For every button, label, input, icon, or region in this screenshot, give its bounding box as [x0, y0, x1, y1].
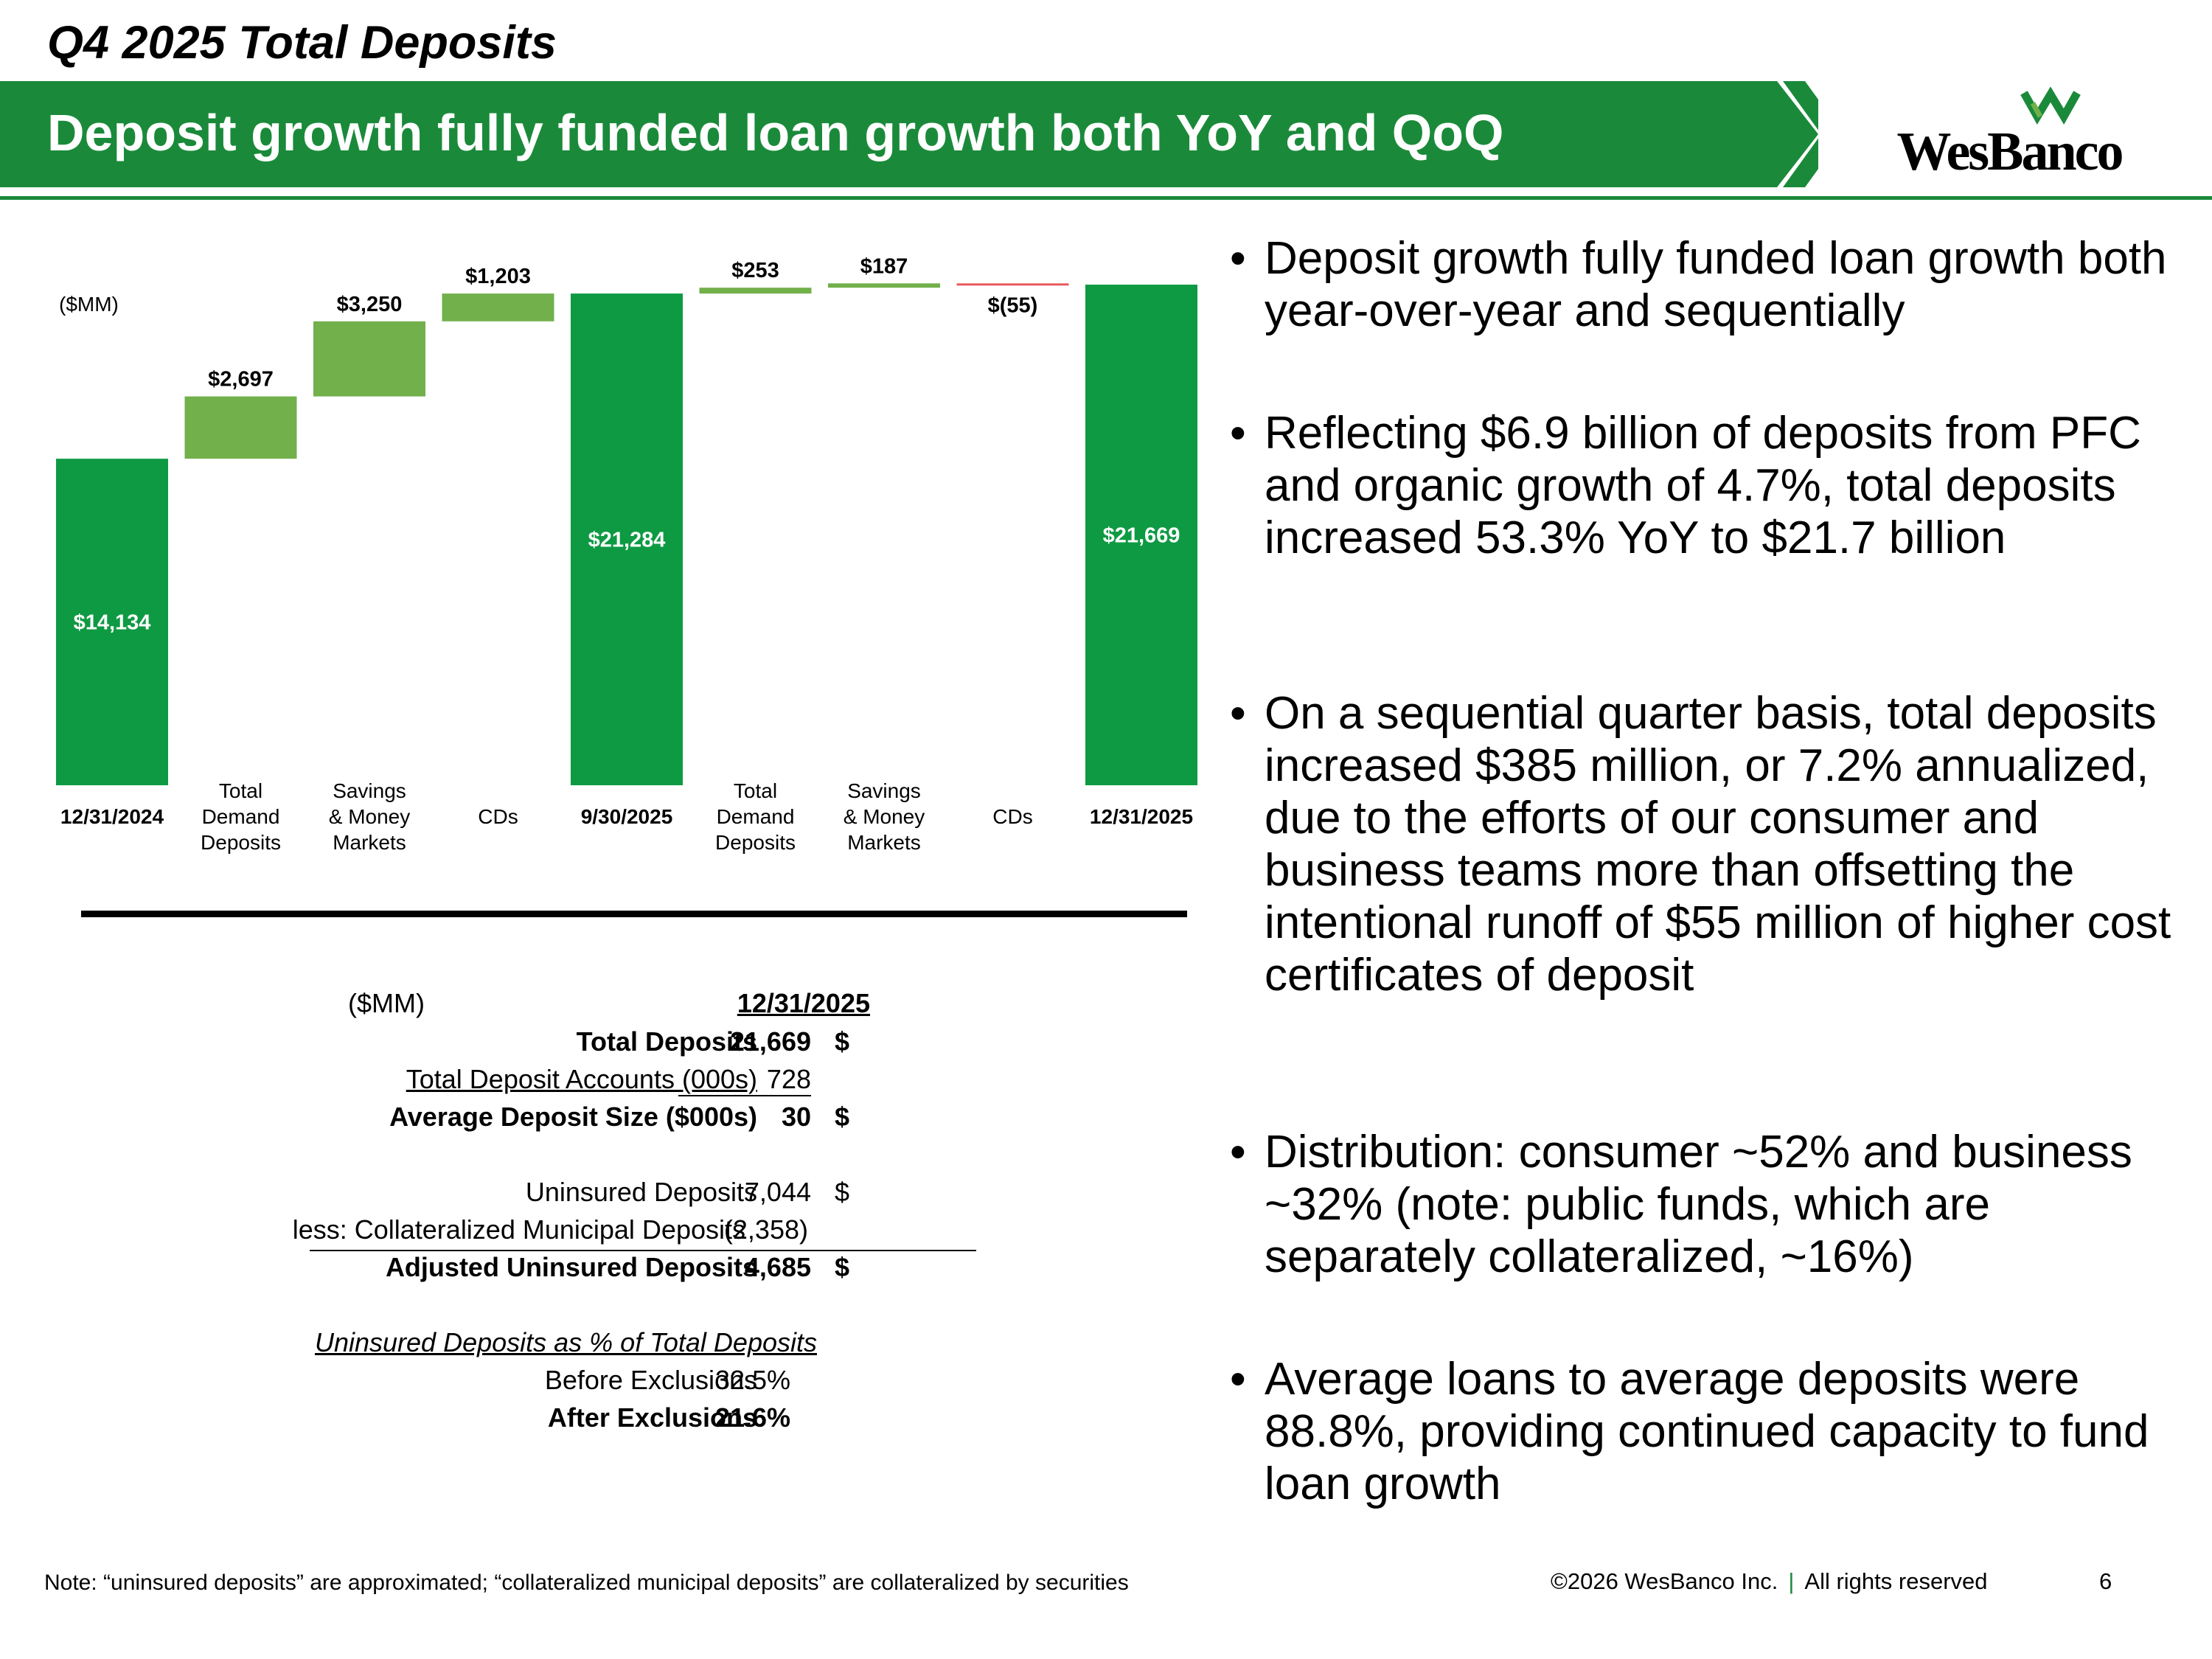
category-label-4: CDs — [478, 805, 518, 828]
bar-7 — [828, 283, 940, 288]
value-label-4: $1,203 — [465, 265, 531, 288]
row-uninsured-deposits: Uninsured Deposits $ 7,044 — [525, 1177, 850, 1207]
category-label-5: 9/30/2025 — [581, 805, 673, 828]
value-label-7: $187 — [860, 254, 908, 278]
table-unit: ($MM) — [348, 988, 425, 1018]
value-label-9: $21,669 — [1103, 524, 1180, 548]
category-label-6: Total — [734, 779, 777, 802]
value-label-1: $14,134 — [74, 611, 151, 635]
bar-9 — [1085, 285, 1197, 786]
row-before-exclusions: Before Exclusions 32.5% — [544, 1365, 790, 1395]
table-date-header: 12/31/2025 — [737, 988, 870, 1018]
bar-2 — [184, 396, 297, 459]
category-label-3: & Money — [329, 805, 411, 828]
category-label-7: Savings — [847, 779, 921, 802]
value-label-2: $2,697 — [208, 368, 274, 392]
deposit-waterfall-chart: ($MM) $14,134 12/31/2024 $2,697 Total Demand… — [56, 254, 1197, 854]
chart-unit-label: ($MM) — [59, 293, 119, 316]
row-adjusted-uninsured: Adjusted Uninsured Deposits $ 4,685 — [385, 1252, 850, 1282]
bar-8 — [956, 283, 1069, 286]
logo-wordmark: WesBanco — [1897, 122, 2123, 182]
section-divider — [81, 911, 1187, 917]
category-label-2: Deposits — [201, 831, 281, 854]
category-label-1: 12/31/2024 — [60, 805, 164, 828]
row-after-exclusions: After Exclusions 21.6% — [547, 1402, 790, 1433]
category-label-2: Total — [219, 779, 262, 802]
row-total-deposits: Total Deposits $ 21,669 — [576, 1026, 850, 1057]
wesbanco-logo: WesBanco — [1877, 86, 2142, 183]
title-band — [0, 81, 1818, 187]
row-average-deposit-size: Average Deposit Size ($000s) $ 30 — [389, 1102, 850, 1132]
bar-1 — [56, 459, 168, 785]
category-label-3: Markets — [333, 831, 406, 854]
footnote: Note: “uninsured deposits” are approxima… — [44, 1571, 1129, 1595]
category-label-8: CDs — [992, 805, 1032, 828]
bar-4 — [442, 293, 554, 321]
bar-3 — [313, 321, 425, 397]
category-label-7: Markets — [847, 831, 921, 854]
category-label-2: Demand — [202, 805, 280, 828]
slide-title: Deposit growth fully funded loan growth … — [47, 104, 1504, 161]
category-label-9: 12/31/2025 — [1090, 805, 1193, 828]
row-collateralized-deposits: less: Collateralized Municipal Deposits … — [293, 1214, 976, 1251]
copyright: ©2026 WesBanco Inc. | All rights reserved — [1551, 1568, 1988, 1594]
value-label-3: $3,250 — [337, 293, 403, 316]
value-label-6: $253 — [731, 259, 779, 282]
category-label-6: Demand — [717, 805, 795, 828]
slide-kicker: Q4 2025 Total Deposits — [47, 17, 557, 69]
bar-5 — [571, 293, 683, 785]
category-label-6: Deposits — [715, 831, 796, 854]
title-rule — [0, 196, 2212, 200]
category-label-3: Savings — [333, 779, 406, 802]
category-label-7: & Money — [844, 805, 925, 828]
row-pct-header: Uninsured Deposits as % of Total Deposit… — [314, 1327, 817, 1357]
value-label-8: $(55) — [988, 293, 1038, 317]
row-deposit-accounts: Total Deposit Accounts (000s) 728 — [310, 1064, 988, 1099]
w-mark-icon — [2020, 86, 2081, 125]
page-number: 6 — [2099, 1568, 2112, 1594]
value-label-5: $21,284 — [588, 529, 666, 552]
bar-6 — [699, 288, 812, 294]
